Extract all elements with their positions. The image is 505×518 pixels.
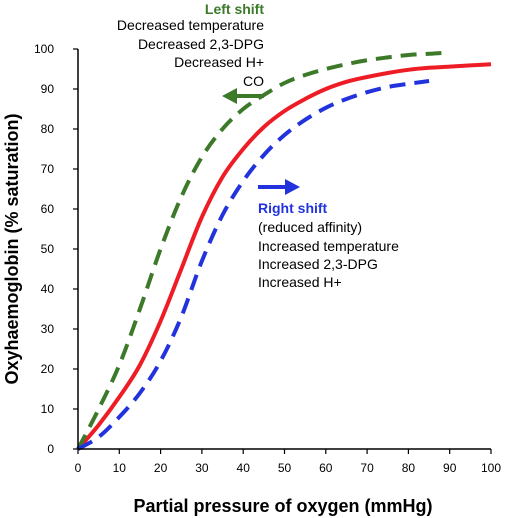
right-arrow-icon bbox=[258, 179, 300, 195]
right-shift-line: (reduced affinity) bbox=[258, 219, 362, 235]
x-tick-label: 10 bbox=[113, 461, 127, 475]
x-tick-label: 50 bbox=[278, 461, 292, 475]
y-tick-label: 70 bbox=[41, 162, 55, 176]
x-tick-label: 80 bbox=[402, 461, 416, 475]
right-shift-curve bbox=[76, 79, 430, 451]
x-tick-label: 30 bbox=[195, 461, 209, 475]
y-tick-label: 90 bbox=[41, 82, 55, 96]
x-tick-label: 40 bbox=[237, 461, 251, 475]
y-tick-label: 10 bbox=[41, 402, 55, 416]
y-tick-label: 50 bbox=[41, 242, 55, 256]
left-shift-line: CO bbox=[243, 73, 264, 89]
normal-curve bbox=[76, 62, 492, 451]
ticks-layer: 0 10 20 30 40 50 60 70 80 90 100 0 10 20 30 40 50 60 70 80 9… bbox=[34, 42, 501, 475]
y-tick-label: 100 bbox=[34, 42, 54, 56]
x-tick-label: 70 bbox=[360, 461, 374, 475]
right-shift-line: Increased 2,3-DPG bbox=[258, 256, 378, 272]
left-shift-line: Decreased temperature bbox=[117, 17, 264, 33]
right-shift-line: Increased temperature bbox=[258, 238, 399, 254]
left-shift-title: Left shift bbox=[205, 1, 264, 17]
y-tick-label: 20 bbox=[41, 362, 55, 376]
y-axis-title: Oxyhaemoglobin (% saturation) bbox=[2, 113, 22, 384]
left-shift-line: Decreased H+ bbox=[174, 54, 264, 70]
right-shift-title: Right shift bbox=[258, 200, 328, 216]
right-shift-annotation: Right shift (reduced affinity) Increased… bbox=[258, 179, 399, 290]
right-shift-line: Increased H+ bbox=[258, 274, 342, 290]
x-tick-label: 0 bbox=[75, 461, 82, 475]
left-shift-annotation: Left shift Decreased temperature Decreas… bbox=[117, 1, 264, 104]
y-tick-label: 30 bbox=[41, 322, 55, 336]
x-axis-title: Partial pressure of oxygen (mmHg) bbox=[133, 496, 432, 516]
x-tick-label: 100 bbox=[481, 461, 501, 475]
left-shift-line: Decreased 2,3-DPG bbox=[138, 36, 264, 52]
y-tick-label: 0 bbox=[47, 442, 54, 456]
x-tick-label: 90 bbox=[443, 461, 457, 475]
y-tick-label: 40 bbox=[41, 282, 55, 296]
x-tick-label: 20 bbox=[154, 461, 168, 475]
left-arrow-icon bbox=[222, 88, 264, 104]
x-tick-label: 60 bbox=[319, 461, 333, 475]
y-tick-label: 80 bbox=[41, 122, 55, 136]
y-tick-label: 60 bbox=[41, 202, 55, 216]
